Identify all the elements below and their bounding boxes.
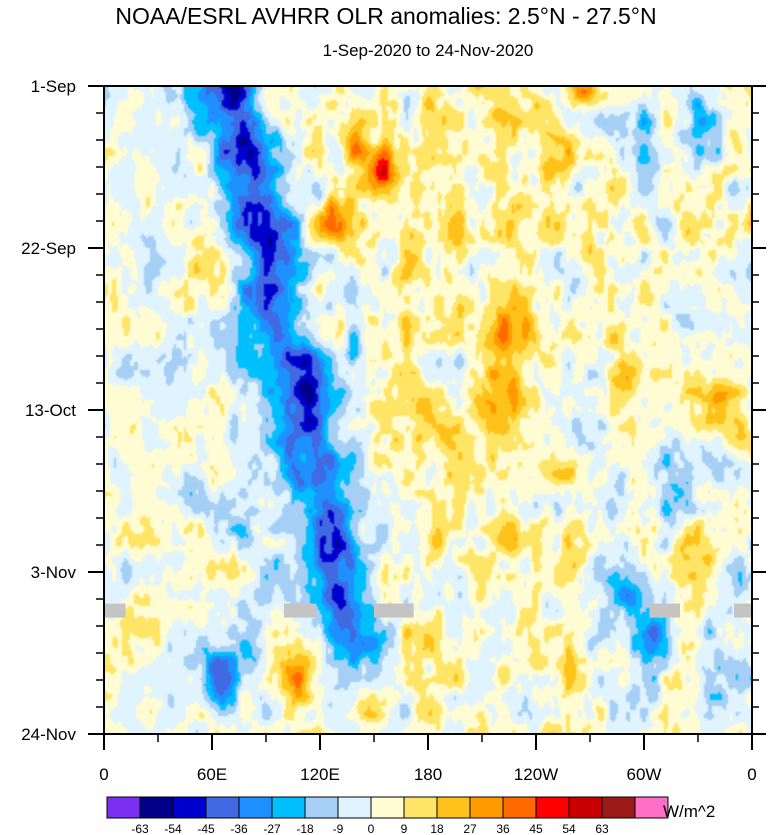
colorbar-label: 36: [496, 822, 510, 835]
y-tick-label: 24-Nov: [21, 725, 76, 744]
colorbar-label: -45: [197, 822, 215, 835]
colorbar-box: [436, 796, 471, 819]
missing-data-segment: [734, 603, 752, 618]
x-tick-label: 0: [747, 765, 756, 784]
x-tick-label: 120W: [514, 765, 558, 784]
chart-subtitle: 1-Sep-2020 to 24-Nov-2020: [322, 41, 534, 60]
colorbar-box: [139, 796, 174, 819]
chart-title: NOAA/ESRL AVHRR OLR anomalies: 2.5°N - 2…: [115, 3, 657, 29]
colorbar-box: [601, 796, 636, 819]
units-label: W/m^2: [663, 802, 716, 821]
x-tick-label: 60E: [197, 765, 227, 784]
missing-data-segment: [649, 603, 680, 618]
colorbar-box: [238, 796, 273, 819]
colorbar-box: [469, 796, 504, 819]
colorbar-box: [106, 796, 141, 819]
colorbar-box: [172, 796, 207, 819]
axes: 1-Sep 22-Sep 13-Oct 3-Nov 24-Nov 0 60E 120E 180 1…: [21, 77, 766, 784]
colorbar-box: [634, 796, 669, 819]
plot-area: [104, 86, 752, 734]
colorbar-box: [304, 796, 339, 819]
colorbar-label: 45: [529, 822, 543, 835]
missing-data-segment: [284, 603, 317, 618]
y-tick-label: 22-Sep: [21, 239, 76, 258]
x-tick-label: 0: [99, 765, 108, 784]
colorbar-box: [370, 796, 405, 819]
x-tick-label: 120E: [300, 765, 340, 784]
colorbar-label: -63: [131, 822, 149, 835]
colorbar-box: [535, 796, 570, 819]
colorbar-box: [271, 796, 306, 819]
y-tick-label: 13-Oct: [25, 401, 76, 420]
colorbar-label: 63: [595, 822, 609, 835]
colorbar-label: 27: [463, 822, 477, 835]
colorbar-label: -27: [263, 822, 281, 835]
colorbar-box: [403, 796, 438, 819]
y-tick-label: 3-Nov: [31, 563, 77, 582]
colorbar-box: [502, 796, 537, 819]
x-tick-label: 180: [414, 765, 442, 784]
colorbar-box: [568, 796, 603, 819]
colorbar-label: -9: [333, 822, 344, 835]
x-tick-label: 60W: [627, 765, 662, 784]
missing-data-segment: [374, 603, 414, 618]
missing-data-layer: [104, 603, 752, 618]
missing-data-segment: [104, 603, 126, 618]
colorbar-label: 0: [368, 822, 375, 835]
colorbar-label: -36: [230, 822, 248, 835]
olr-anomaly-field: [104, 86, 752, 734]
colorbar: -63 -54 -45 -36 -27 -18 -9 0 9 18 27 36 45 54 63: [106, 796, 669, 835]
colorbar-box: [337, 796, 372, 819]
colorbar-label: 18: [430, 822, 444, 835]
colorbar-label: -18: [296, 822, 314, 835]
colorbar-label: 9: [401, 822, 408, 835]
y-tick-label: 1-Sep: [31, 77, 76, 96]
colorbar-box: [205, 796, 240, 819]
colorbar-label: 54: [562, 822, 576, 835]
colorbar-label: -54: [164, 822, 182, 835]
